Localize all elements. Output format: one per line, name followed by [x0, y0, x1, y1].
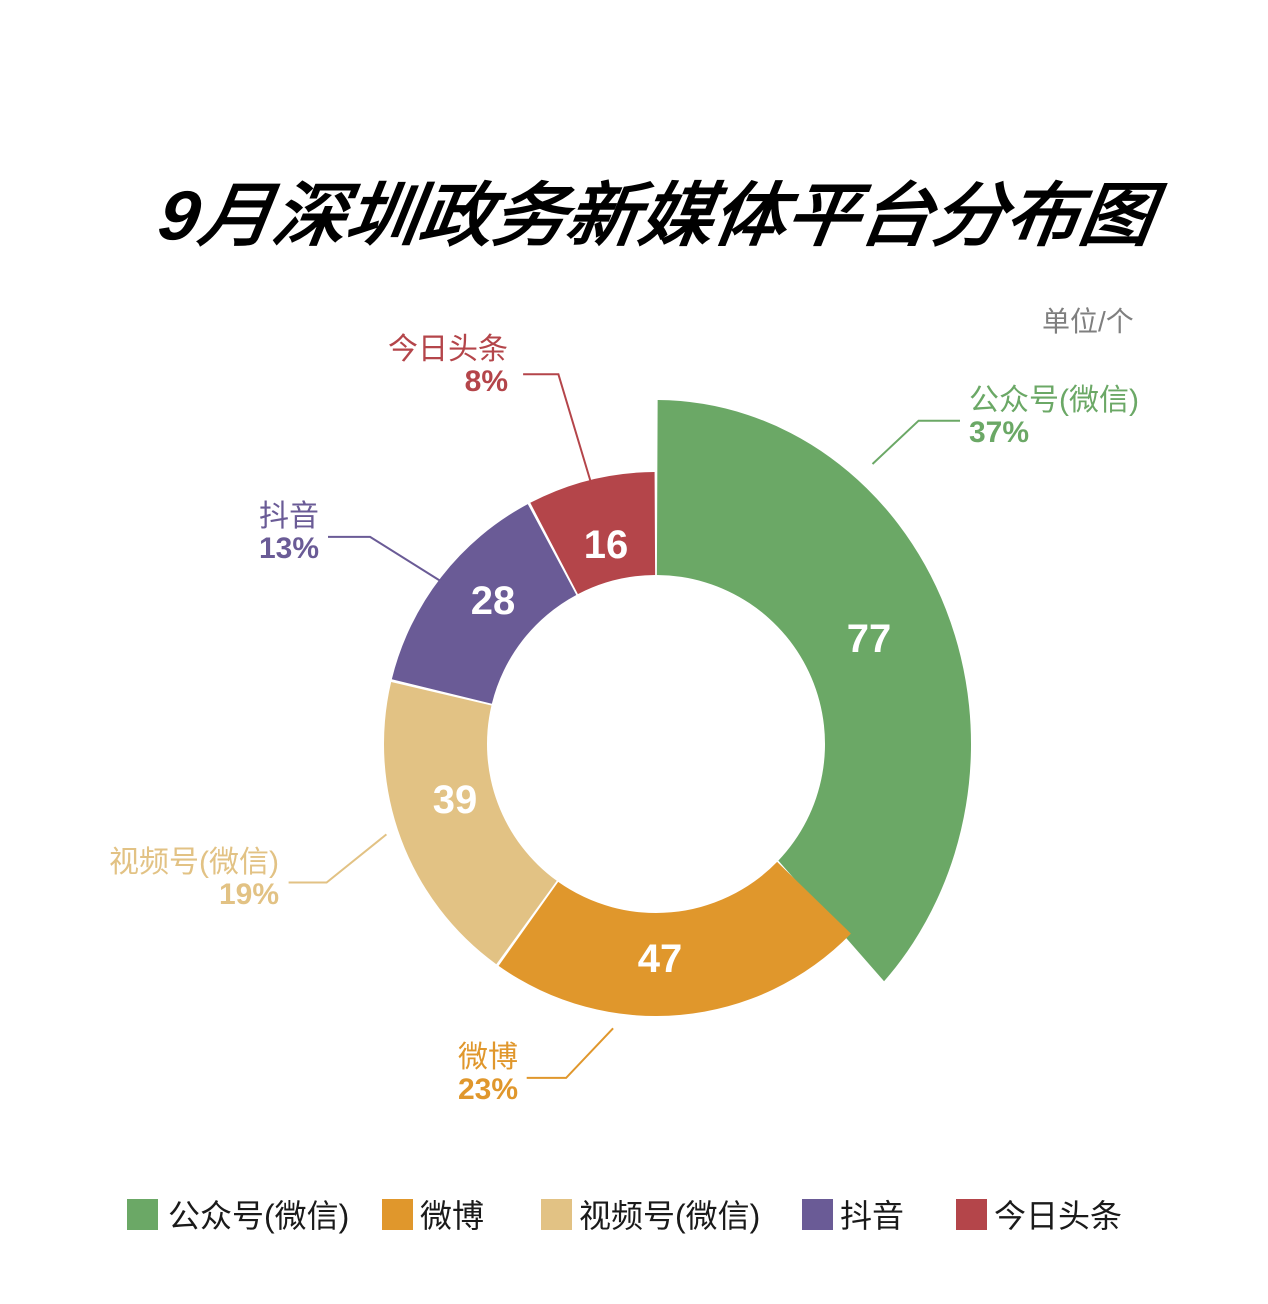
svg-text:今日头条: 今日头条 — [994, 1198, 1122, 1234]
svg-text:28: 28 — [471, 579, 516, 623]
svg-text:今日头条: 今日头条 — [388, 333, 508, 366]
svg-text:37%: 37% — [969, 416, 1029, 449]
svg-text:微博: 微博 — [420, 1198, 484, 1234]
svg-text:公众号(微信): 公众号(微信) — [168, 1198, 349, 1234]
svg-text:77: 77 — [847, 617, 892, 661]
svg-text:抖音: 抖音 — [259, 500, 319, 533]
svg-text:视频号(微信): 视频号(微信) — [579, 1198, 760, 1234]
svg-text:23%: 23% — [458, 1073, 518, 1106]
svg-text:39: 39 — [433, 778, 478, 822]
svg-text:抖音: 抖音 — [840, 1198, 904, 1234]
svg-text:8%: 8% — [465, 365, 508, 398]
svg-text:13%: 13% — [259, 532, 319, 565]
svg-text:16: 16 — [584, 523, 629, 567]
svg-text:47: 47 — [638, 937, 683, 981]
svg-text:微博: 微博 — [458, 1041, 518, 1074]
svg-text:公众号(微信): 公众号(微信) — [969, 384, 1139, 417]
svg-text:视频号(微信): 视频号(微信) — [109, 846, 279, 879]
svg-text:19%: 19% — [219, 878, 279, 911]
